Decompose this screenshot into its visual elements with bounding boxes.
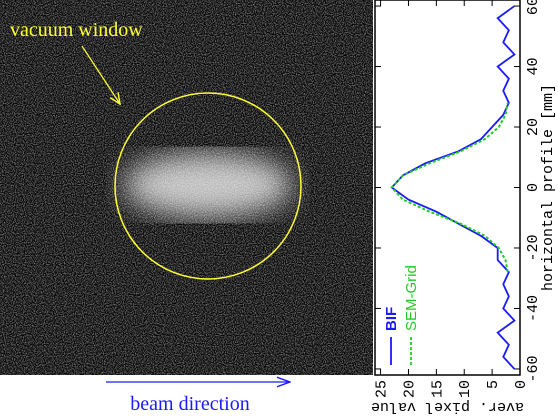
- window-arrow: [81, 45, 120, 104]
- y-axis-label: aver. pixel value: [371, 398, 524, 415]
- x-tick-label: -40: [525, 295, 542, 322]
- legend-label: SEM-Grid: [403, 265, 420, 331]
- camera-image: vacuum window: [0, 0, 373, 375]
- beam-label: beam direction: [130, 393, 249, 415]
- vacuum-window: [114, 92, 302, 280]
- x-tick-label: 0: [525, 183, 542, 192]
- legend-label: BIF: [383, 307, 400, 331]
- profile-chart: -60 -40 -20 0 20 40 60 0 5 10 15 20 25 horizontal pro…: [371, 0, 557, 415]
- x-tick-label: -60: [525, 355, 542, 382]
- window-label: vacuum window: [10, 19, 143, 41]
- image-noise: [0, 0, 373, 375]
- y-tick-label: 0: [513, 380, 530, 389]
- x-tick-label: 40: [525, 58, 542, 76]
- x-tick-label: 60: [525, 0, 542, 15]
- series-line: [390, 102, 509, 273]
- y-tick-label: 15: [429, 380, 446, 398]
- y-tick-label: 5: [485, 380, 502, 389]
- y-tick-label: 25: [374, 380, 391, 398]
- x-tick-label: 20: [525, 118, 542, 136]
- x-tick-label: -20: [525, 234, 542, 261]
- y-tick-label: 10: [457, 380, 474, 398]
- x-axis-label: horizontal profile [mm]: [540, 84, 557, 291]
- y-tick-label: 20: [401, 380, 418, 398]
